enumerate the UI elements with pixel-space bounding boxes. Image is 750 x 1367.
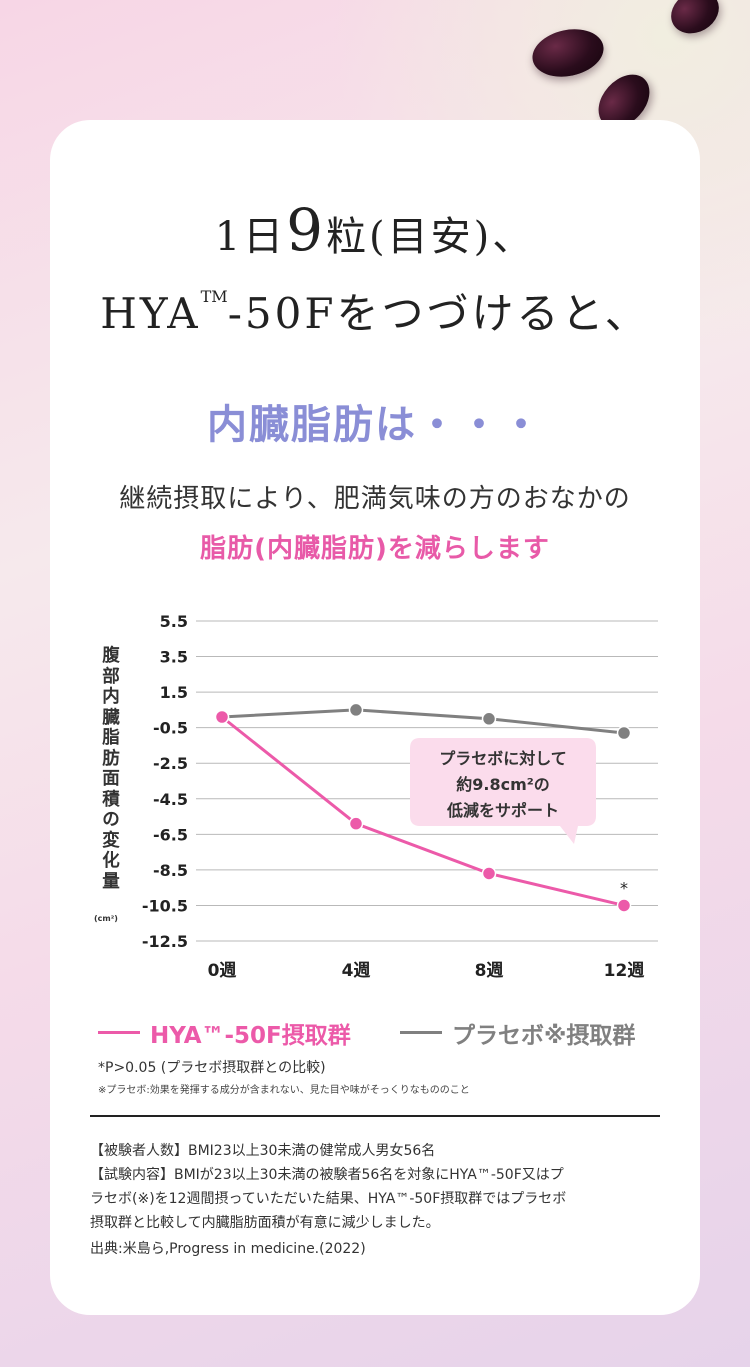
data-point-hya bbox=[348, 816, 364, 831]
y-tick-label: -12.5 bbox=[142, 932, 188, 951]
x-tick-label: 4週 bbox=[342, 961, 371, 981]
brand-name: HYA bbox=[100, 289, 201, 338]
data-point-placebo bbox=[616, 725, 632, 741]
headline-text: 粒(目安)、 bbox=[326, 214, 536, 260]
annotation-text: 低減をサポート bbox=[446, 801, 559, 820]
description-text: 継続摂取により、肥満気味の方のおなかの bbox=[119, 484, 631, 514]
y-tick-label: 5.5 bbox=[160, 612, 188, 631]
x-tick-label: 8週 bbox=[475, 961, 504, 981]
headline-number: 9 bbox=[286, 196, 327, 264]
y-axis-unit: (cm²) bbox=[94, 914, 118, 923]
significance-mark: * bbox=[620, 878, 628, 897]
footer-line: 出典:米島ら,Progress in medicine.(2022) bbox=[90, 1241, 366, 1257]
y-tick-label: -8.5 bbox=[153, 861, 188, 880]
x-tick-label: 0週 bbox=[208, 961, 237, 981]
y-tick-label: 3.5 bbox=[160, 648, 188, 667]
y-tick-label: -6.5 bbox=[153, 825, 188, 844]
headline-text: -50Fをつづけると、 bbox=[227, 289, 650, 338]
headline-text: 1日 bbox=[214, 214, 287, 260]
placebo-definition-note: ※プラセボ:効果を発揮する成分が含まれない、見た目や味がそっくりなもののこと bbox=[98, 1085, 470, 1096]
headline-line-1: 1日9粒(目安)、 bbox=[0, 196, 750, 264]
annotation-text: プラセボに対して bbox=[439, 749, 567, 768]
footer-line: 【試験内容】BMIが23以上30未満の被験者56名を対象にHYA™-50F又はプ bbox=[90, 1167, 564, 1183]
legend-swatch-hya bbox=[98, 1031, 140, 1034]
legend-swatch-placebo bbox=[400, 1031, 442, 1034]
data-point-placebo bbox=[348, 702, 364, 718]
series-line-hya bbox=[221, 715, 625, 907]
divider bbox=[90, 1115, 660, 1117]
y-tick-label: -10.5 bbox=[142, 896, 188, 915]
legend-label-hya: HYA™-50F摂取群 bbox=[150, 1023, 351, 1049]
data-point-placebo bbox=[481, 711, 497, 727]
y-axis-title: 腹部内臓脂肪面積の変化量 bbox=[102, 646, 120, 892]
data-point-hya bbox=[481, 866, 497, 881]
subject-heading: 内臓脂肪は・・・ bbox=[207, 402, 543, 448]
data-point-hya bbox=[616, 898, 632, 913]
highlight-text: 脂肪(内臓脂肪)を減らします bbox=[200, 534, 550, 564]
annotation-bubble bbox=[410, 738, 596, 844]
footer-line: 摂取群と比較して内臓脂肪面積が有意に減少しました。 bbox=[90, 1215, 440, 1231]
y-tick-label: -4.5 bbox=[153, 790, 188, 809]
annotation-text: 約9.8cm²の bbox=[456, 775, 550, 794]
data-point-hya bbox=[214, 709, 230, 725]
y-tick-label: 1.5 bbox=[160, 683, 188, 702]
footer-line: ラセボ(※)を12週間摂っていただいた結果、HYA™-50F摂取群ではプラセボ bbox=[90, 1191, 567, 1207]
y-tick-label: -2.5 bbox=[153, 754, 188, 773]
trademark-mark: TM bbox=[200, 287, 228, 306]
headline-line-2: HYATM-50Fをつづけると、 bbox=[0, 280, 750, 341]
significance-note: *P>0.05 (プラセボ摂取群との比較) bbox=[98, 1060, 326, 1076]
footer-line: 【被験者人数】BMI23以上30未満の健常成人男女56名 bbox=[90, 1143, 436, 1159]
y-tick-label: -0.5 bbox=[153, 719, 188, 738]
x-tick-label: 12週 bbox=[604, 961, 645, 981]
legend-label-placebo: プラセボ※摂取群 bbox=[452, 1023, 636, 1049]
series-line-placebo bbox=[221, 708, 625, 735]
